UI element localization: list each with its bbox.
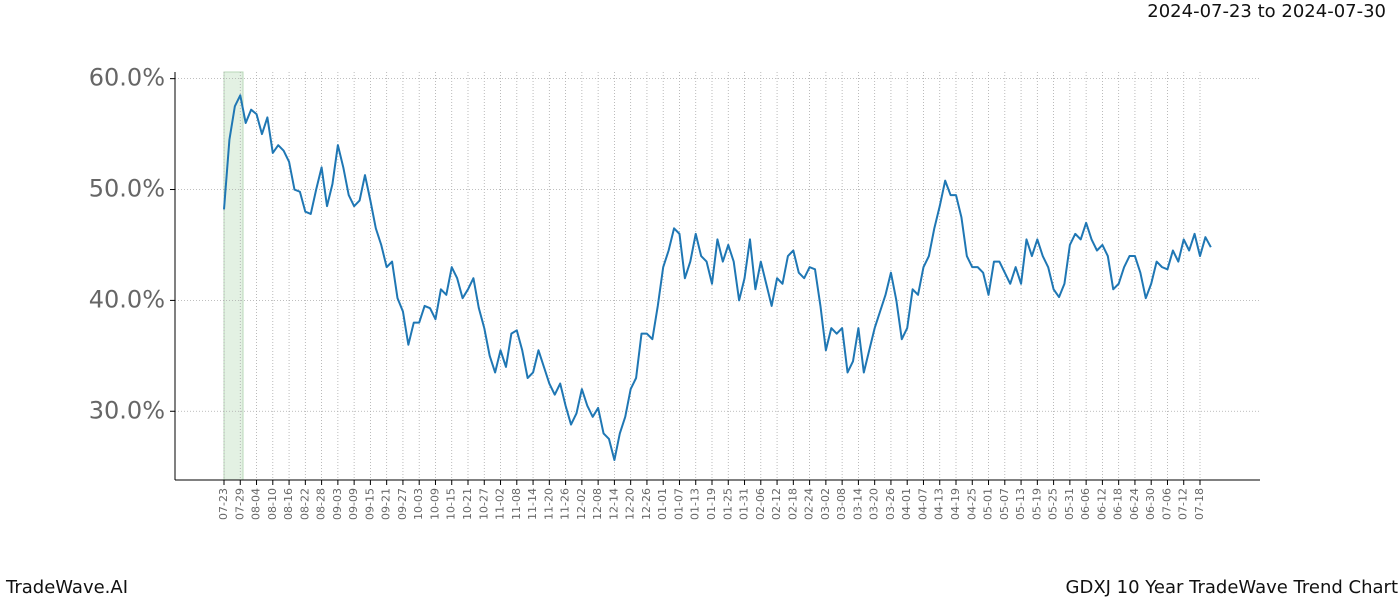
x-tick-label: 06-30 xyxy=(1144,488,1157,520)
x-tick-label: 09-15 xyxy=(363,488,376,520)
x-tick-label: 10-27 xyxy=(477,488,490,520)
x-tick-label: 10-15 xyxy=(445,488,458,520)
x-tick-label: 03-14 xyxy=(851,488,864,520)
x-tick-label: 04-19 xyxy=(949,488,962,520)
x-tick-label: 11-26 xyxy=(559,488,572,520)
x-tick-label: 10-21 xyxy=(461,488,474,520)
x-tick-label: 12-02 xyxy=(575,488,588,520)
x-tick-label: 07-12 xyxy=(1177,488,1190,520)
y-tick-label: 60.0% xyxy=(89,64,165,92)
x-tick-label: 02-12 xyxy=(770,488,783,520)
trend-line xyxy=(223,94,1212,462)
x-tick-label: 06-18 xyxy=(1112,488,1125,520)
x-tick-label: 09-03 xyxy=(331,488,344,520)
x-tick-label: 01-01 xyxy=(656,488,669,520)
x-tick-label: 12-08 xyxy=(591,488,604,520)
x-tick-label: 02-18 xyxy=(786,488,799,520)
chart-title: GDXJ 10 Year TradeWave Trend Chart xyxy=(1066,577,1398,598)
x-tick-label: 06-24 xyxy=(1128,488,1141,520)
x-tick-label: 11-02 xyxy=(494,488,507,520)
x-tick-label: 03-20 xyxy=(868,488,881,520)
y-tick-label: 30.0% xyxy=(89,396,165,424)
x-tick-label: 03-26 xyxy=(884,488,897,520)
date-range: 2024-07-23 to 2024-07-30 xyxy=(1147,1,1386,22)
x-tick-label: 06-12 xyxy=(1095,488,1108,520)
x-tick-label: 03-02 xyxy=(819,488,832,520)
x-tick-label: 05-19 xyxy=(1030,488,1043,520)
x-tick-label: 08-04 xyxy=(250,488,263,520)
x-tick-label: 07-23 xyxy=(217,488,230,520)
x-tick-label: 07-18 xyxy=(1193,488,1206,520)
x-tick-label: 10-09 xyxy=(428,488,441,520)
x-tick-label: 03-08 xyxy=(835,488,848,520)
x-tick-label: 12-26 xyxy=(640,488,653,520)
x-tick-label: 09-27 xyxy=(396,488,409,520)
x-tick-label: 11-20 xyxy=(542,488,555,520)
x-tick-label: 08-10 xyxy=(266,488,279,520)
x-tick-label: 09-09 xyxy=(347,488,360,520)
x-tick-label: 01-13 xyxy=(689,488,702,520)
brand: TradeWave.AI xyxy=(5,577,128,598)
x-tick-label: 01-07 xyxy=(672,488,685,520)
x-tick-label: 02-24 xyxy=(803,488,816,520)
x-tick-label: 05-13 xyxy=(1014,488,1027,520)
x-tick-label: 07-06 xyxy=(1160,488,1173,520)
y-tick-label: 50.0% xyxy=(89,175,165,203)
x-tick-label: 01-25 xyxy=(721,488,734,520)
x-tick-label: 04-07 xyxy=(916,488,929,520)
x-tick-label: 05-07 xyxy=(998,488,1011,520)
x-tick-label: 11-08 xyxy=(510,488,523,520)
x-tick-label: 06-06 xyxy=(1079,488,1092,520)
x-tick-label: 05-31 xyxy=(1063,488,1076,520)
y-tick-label: 40.0% xyxy=(89,285,165,313)
x-tick-label: 05-01 xyxy=(982,488,995,520)
x-tick-label: 01-19 xyxy=(705,488,718,520)
x-tick-label: 08-28 xyxy=(315,488,328,520)
x-tick-label: 08-22 xyxy=(298,488,311,520)
x-tick-label: 01-31 xyxy=(738,488,751,520)
x-tick-label: 04-25 xyxy=(965,488,978,520)
x-tick-label: 07-29 xyxy=(233,488,246,520)
plot xyxy=(223,94,1212,462)
x-tick-label: 08-16 xyxy=(282,488,295,520)
x-tick-label: 09-21 xyxy=(380,488,393,520)
grid xyxy=(175,72,1260,480)
x-tick-label: 04-01 xyxy=(900,488,913,520)
x-tick-label: 12-14 xyxy=(607,488,620,520)
x-tick-label: 02-06 xyxy=(754,488,767,520)
x-tick-label: 11-14 xyxy=(526,488,539,520)
x-tick-label: 10-03 xyxy=(412,488,425,520)
x-tick-label: 12-20 xyxy=(624,488,637,520)
x-tick-label: 05-25 xyxy=(1047,488,1060,520)
x-tick-label: 04-13 xyxy=(933,488,946,520)
